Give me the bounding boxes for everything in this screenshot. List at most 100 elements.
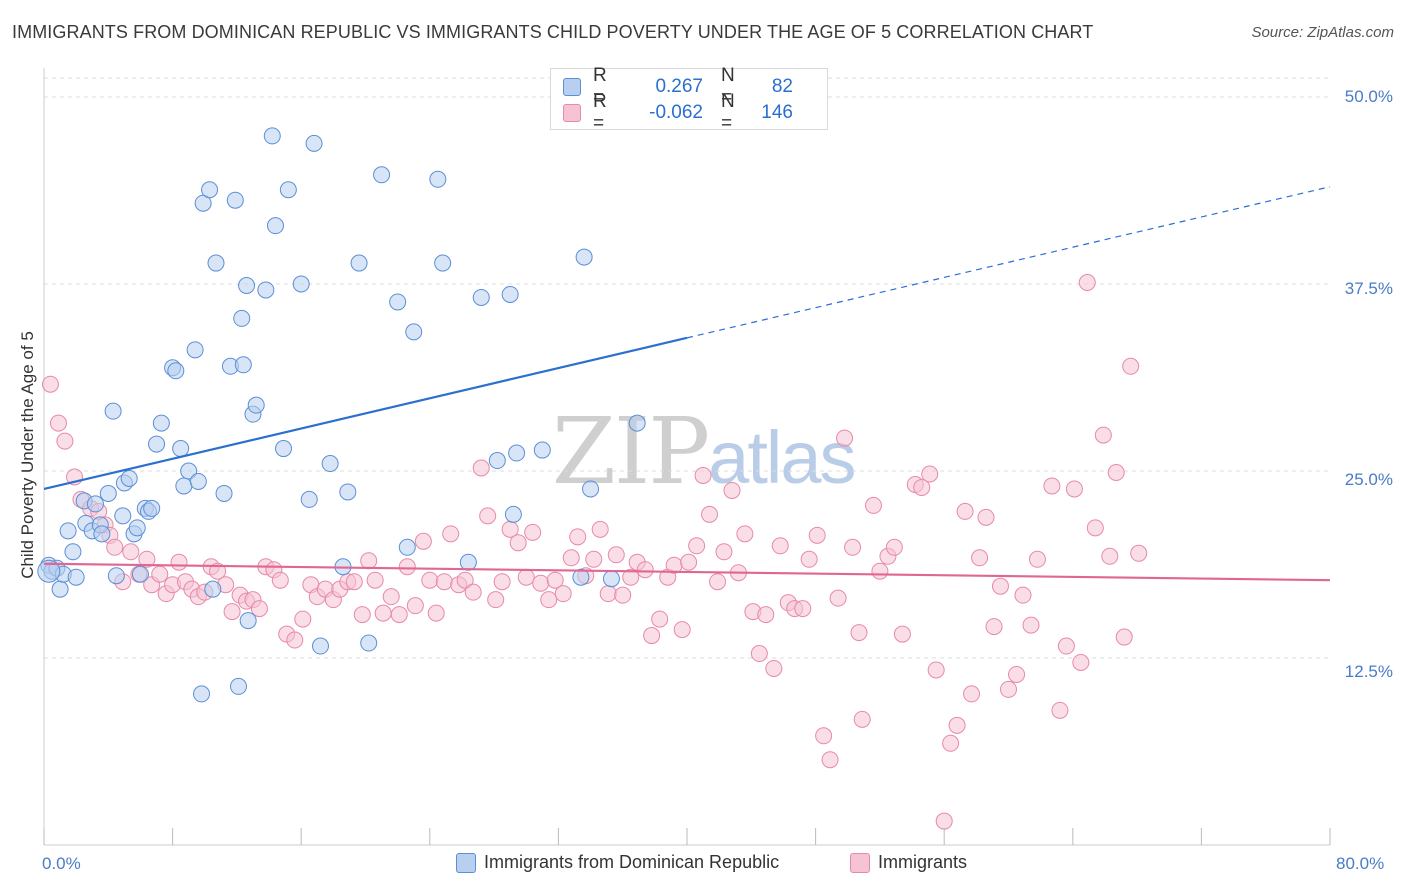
data-point-immigrants — [673, 621, 691, 639]
legend-item-immigrants[interactable]: Immigrants — [850, 852, 967, 873]
data-point-immigrants — [709, 573, 727, 591]
data-point-dominican — [300, 490, 318, 508]
series-dominican-points — [37, 127, 646, 703]
data-point-immigrants — [1051, 701, 1069, 719]
data-point-immigrants — [844, 538, 862, 556]
data-point-immigrants — [271, 571, 289, 589]
data-point-dominican — [292, 275, 310, 293]
data-point-immigrants — [546, 571, 564, 589]
data-point-dominican — [175, 477, 193, 495]
data-point-dominican — [148, 435, 166, 453]
data-point-immigrants — [464, 583, 482, 601]
data-point-immigrants — [427, 604, 445, 622]
data-point-dominican — [572, 568, 590, 586]
data-point-immigrants — [1008, 665, 1026, 683]
data-point-dominican — [64, 543, 82, 561]
r-label: R = — [593, 91, 607, 134]
data-point-immigrants — [893, 625, 911, 643]
data-point-dominican — [582, 480, 600, 498]
data-point-dominican — [186, 341, 204, 359]
data-point-dominican — [234, 356, 252, 374]
data-point-immigrants — [750, 645, 768, 663]
data-point-immigrants — [871, 562, 889, 580]
data-point-immigrants — [151, 565, 169, 583]
source-label: Source: ZipAtlas.com — [1251, 24, 1394, 41]
stats-legend: R = 0.267 N = 82 R = -0.062 N = 146 — [550, 65, 828, 134]
data-point-dominican — [602, 570, 620, 588]
data-point-immigrants — [885, 538, 903, 556]
data-point-immigrants — [421, 571, 439, 589]
data-point-immigrants — [1107, 463, 1125, 481]
data-point-immigrants — [562, 549, 580, 567]
data-point-immigrants — [345, 573, 363, 591]
data-point-immigrants — [599, 585, 617, 603]
data-point-immigrants — [493, 573, 511, 591]
x-tick-label-max: 80.0% — [1336, 854, 1385, 873]
data-point-immigrants — [942, 734, 960, 752]
data-point-immigrants — [390, 606, 408, 624]
data-point-immigrants — [41, 375, 59, 393]
data-point-immigrants — [1000, 680, 1017, 698]
trend-lines — [43, 186, 1331, 582]
data-point-dominican — [226, 191, 244, 209]
data-point-immigrants — [472, 459, 490, 477]
data-point-dominican — [501, 285, 519, 303]
data-point-dominican — [275, 440, 293, 458]
data-point-immigrants — [853, 710, 871, 728]
data-point-dominican — [93, 525, 111, 543]
data-point-immigrants — [1101, 547, 1119, 565]
data-point-immigrants — [554, 585, 572, 603]
blue-swatch — [563, 78, 581, 96]
data-point-immigrants — [1014, 586, 1032, 604]
legend-item-dominican[interactable]: Immigrants from Dominican Republic — [456, 852, 779, 873]
data-point-immigrants — [1130, 544, 1148, 562]
data-point-immigrants — [442, 525, 460, 543]
data-point-immigrants — [456, 571, 474, 589]
data-point-immigrants — [694, 466, 712, 484]
data-point-dominican — [172, 440, 190, 458]
n-label: N = — [721, 65, 735, 108]
data-point-immigrants — [1115, 628, 1133, 646]
n-value: 82 — [771, 76, 793, 97]
data-point-dominican — [215, 484, 233, 502]
data-point-dominican — [488, 452, 506, 470]
data-point-immigrants — [585, 550, 603, 568]
data-point-immigrants — [815, 727, 833, 745]
data-point-immigrants — [622, 568, 640, 586]
data-point-dominican — [131, 565, 149, 583]
data-point-immigrants — [106, 538, 124, 556]
data-point-immigrants — [935, 812, 953, 830]
y-tick-label: 25.0% — [1344, 470, 1393, 489]
data-point-dominican — [429, 170, 447, 188]
axes — [43, 68, 1331, 846]
data-point-dominican — [350, 254, 368, 272]
data-point-dominican — [360, 634, 378, 652]
data-point-immigrants — [765, 659, 783, 677]
data-point-dominican — [189, 472, 207, 490]
data-point-dominican — [207, 254, 225, 272]
data-point-immigrants — [517, 568, 535, 586]
data-point-immigrants — [971, 549, 989, 567]
trend-line-dominican — [43, 336, 688, 491]
data-point-immigrants — [864, 496, 882, 514]
data-point-dominican — [398, 538, 416, 556]
data-point-dominican — [321, 455, 339, 473]
data-point-dominican — [152, 414, 170, 432]
data-point-immigrants — [927, 661, 945, 679]
data-point-immigrants — [294, 610, 312, 628]
data-point-immigrants — [366, 571, 384, 589]
data-point-dominican — [120, 469, 138, 487]
data-point-immigrants — [688, 537, 706, 555]
data-point-immigrants — [723, 481, 741, 499]
data-point-immigrants — [643, 627, 661, 645]
pink-swatch — [850, 852, 870, 873]
data-point-dominican — [257, 281, 275, 299]
data-point-dominican — [201, 181, 219, 199]
data-point-dominican — [279, 181, 297, 199]
data-point-dominican — [266, 217, 284, 235]
data-point-dominican — [114, 507, 132, 525]
data-point-immigrants — [680, 553, 698, 571]
data-point-immigrants — [921, 465, 939, 483]
stats-row-immigrants: R = -0.062 N = 146 — [563, 91, 793, 134]
